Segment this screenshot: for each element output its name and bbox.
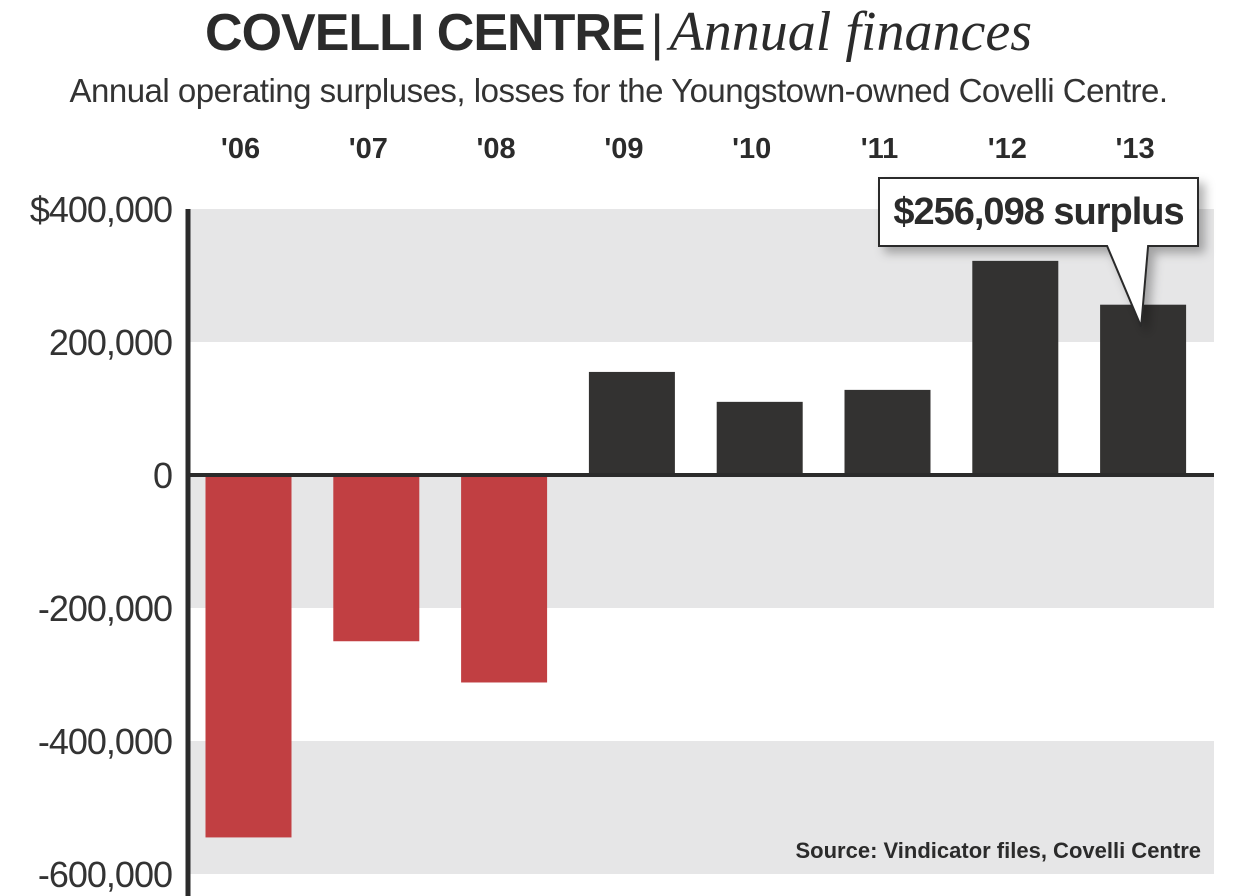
bar-12 [972,260,1059,475]
x-tick-label: '07 [349,133,388,165]
x-tick-label: '09 [604,133,643,165]
chart-subtitle: Annual operating surpluses, losses for t… [69,72,1168,109]
bar-08 [461,475,548,683]
x-tick-label: '12 [988,133,1027,165]
surplus-callout [878,177,1199,328]
x-tick-label: '08 [477,133,516,165]
title-separator: | [650,5,664,61]
y-tick-label: 200,000 [49,322,172,363]
grid-band [188,741,1214,874]
title-bold: COVELLI CENTRE [205,4,646,62]
title-italic: Annual finances [669,1,1032,63]
y-tick-label: -600,000 [38,854,172,895]
bar-09 [588,371,675,475]
y-tick-label: -400,000 [38,721,172,762]
x-tick-label: '10 [732,133,771,165]
bar-07 [333,475,420,642]
source-note: Source: Vindicator files, Covelli Centre [795,838,1202,863]
chart-title: COVELLI CENTRE | Annual finances [0,0,1237,64]
bar-10 [716,401,803,475]
y-tick-label: $400,000 [30,189,172,230]
x-tick-label: '13 [1116,133,1155,165]
x-tick-label: '11 [861,133,899,165]
callout-box [878,177,1199,328]
callout-text: $256,098 surplus [893,191,1183,233]
bar-06 [205,475,292,838]
bar-11 [844,389,931,475]
x-tick-label: '06 [221,133,260,165]
bar-13 [1100,304,1187,475]
y-tick-label: -200,000 [38,588,172,629]
y-tick-label: 0 [153,455,172,496]
